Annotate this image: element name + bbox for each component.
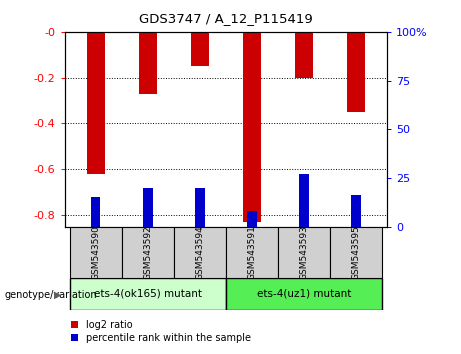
Bar: [226, 278, 382, 310]
Bar: [295, 32, 313, 78]
Bar: [122, 227, 174, 278]
Bar: [226, 227, 278, 278]
Bar: [347, 32, 365, 112]
Text: GSM543595: GSM543595: [351, 225, 361, 280]
Text: GSM543593: GSM543593: [300, 225, 308, 280]
Text: ets-4(ok165) mutant: ets-4(ok165) mutant: [94, 289, 202, 299]
Bar: [243, 32, 261, 222]
Text: GSM543594: GSM543594: [195, 225, 204, 280]
Bar: [195, 188, 205, 227]
Legend: log2 ratio, percentile rank within the sample: log2 ratio, percentile rank within the s…: [70, 318, 253, 345]
Text: ets-4(uz1) mutant: ets-4(uz1) mutant: [257, 289, 351, 299]
Bar: [70, 227, 122, 278]
Bar: [191, 32, 209, 66]
Text: ▶: ▶: [54, 290, 61, 299]
Text: GSM543590: GSM543590: [91, 225, 100, 280]
Bar: [330, 227, 382, 278]
Bar: [247, 211, 257, 227]
Bar: [143, 188, 153, 227]
Bar: [139, 32, 157, 94]
Text: genotype/variation: genotype/variation: [5, 290, 97, 299]
Bar: [278, 227, 330, 278]
Bar: [299, 174, 309, 227]
Text: GSM543591: GSM543591: [248, 225, 256, 280]
Text: GSM543592: GSM543592: [143, 225, 152, 280]
Bar: [351, 195, 361, 227]
Bar: [70, 278, 226, 310]
Bar: [91, 198, 100, 227]
Bar: [174, 227, 226, 278]
Bar: [87, 32, 105, 174]
Text: GDS3747 / A_12_P115419: GDS3747 / A_12_P115419: [139, 12, 313, 25]
